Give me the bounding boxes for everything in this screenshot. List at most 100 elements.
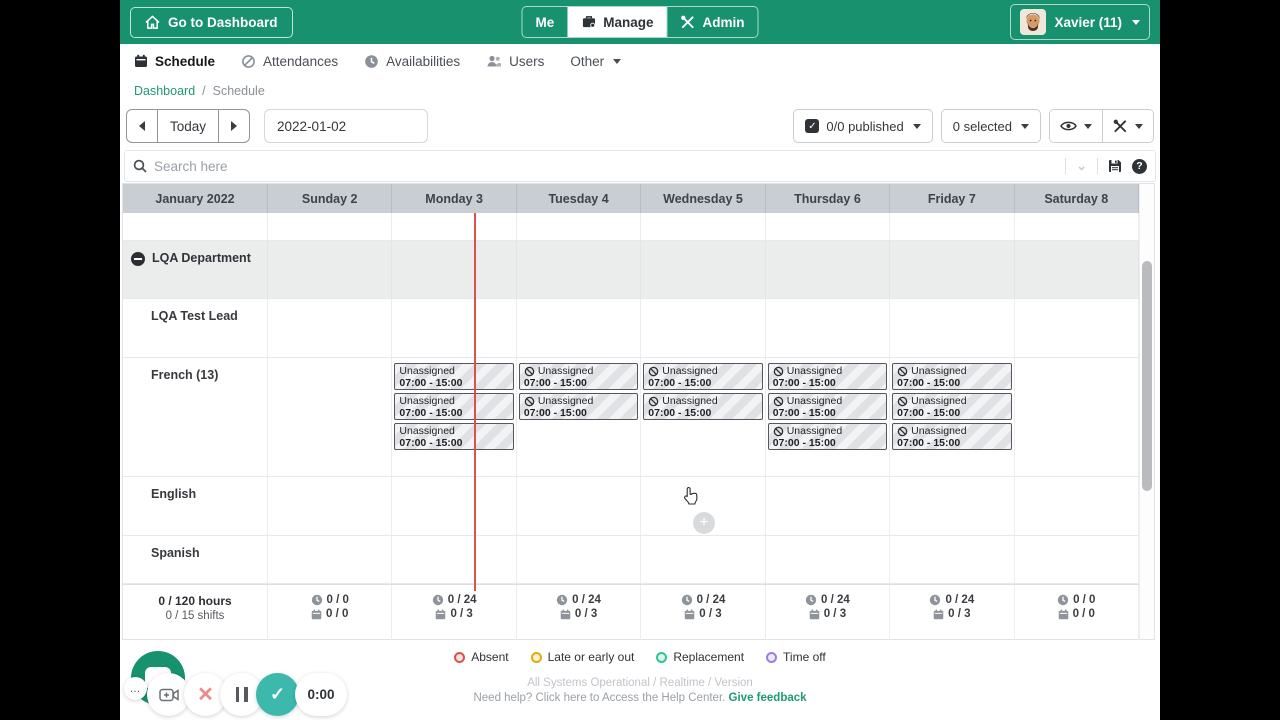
prev-day-button[interactable] [127, 110, 157, 142]
day-hours: 0 / 24 [696, 594, 726, 606]
shift-block[interactable]: Unassigned 07:00 - 15:00 [767, 363, 888, 390]
recorder-cancel-button[interactable]: ✕ [184, 673, 227, 716]
day-header: Friday 7 [890, 184, 1015, 213]
recorder-timer: 0:00 [295, 673, 347, 716]
tools-dropdown[interactable] [1102, 110, 1153, 142]
shift-block[interactable]: Unassigned 07:00 - 15:00 [892, 363, 1012, 390]
shift-block[interactable]: Unassigned 07:00 - 15:00 [767, 423, 888, 450]
breadcrumb-current: Schedule [212, 84, 265, 98]
shift-block[interactable]: Unassigned 07:00 - 15:00 [767, 393, 888, 420]
collapse-icon[interactable] [131, 252, 145, 266]
group-label: LQA Test Lead [123, 299, 268, 357]
go-to-dashboard-label: Go to Dashboard [168, 14, 278, 30]
clock-icon [681, 594, 693, 606]
visibility-dropdown[interactable] [1050, 110, 1102, 142]
clock-icon [1057, 594, 1069, 606]
nav-item-attendances[interactable]: Attendances [241, 54, 338, 69]
give-feedback-link[interactable]: Give feedback [728, 692, 807, 704]
calendar-icon [809, 609, 820, 620]
tab-admin[interactable]: Admin [666, 7, 758, 37]
breadcrumb: Dashboard / Schedule [120, 78, 1160, 104]
app-window: Go to Dashboard Me Manage Admin [120, 0, 1160, 720]
tab-me[interactable]: Me [522, 7, 567, 37]
total-shifts: 0 / 15 shifts [165, 610, 225, 622]
totals-row: 0 / 120 hours 0 / 15 shifts 0 / 0 0 / 0 … [123, 584, 1139, 640]
day-hours: 0 / 24 [447, 594, 477, 606]
chevron-down-icon [912, 123, 921, 129]
help-icon[interactable]: ? [1132, 158, 1147, 174]
date-input[interactable]: 2022-01-02 [264, 109, 429, 143]
calendar-scrollbar [1139, 184, 1154, 639]
shift-block[interactable]: Unassigned 07:00 - 15:00 [643, 363, 763, 390]
search-icon [133, 159, 147, 173]
month-label: January 2022 [123, 184, 268, 213]
day-shifts: 0 / 3 [948, 608, 971, 620]
calendar-icon [933, 609, 944, 620]
nav-item-availabilities[interactable]: Availabilities [364, 54, 460, 69]
day-shifts: 0 / 3 [823, 608, 847, 620]
breadcrumb-dashboard-link[interactable]: Dashboard [134, 84, 196, 98]
shift-block[interactable]: Unassigned 07:00 - 15:00 [394, 423, 514, 450]
today-button[interactable]: Today [157, 110, 218, 142]
save-icon[interactable] [1108, 159, 1122, 173]
mode-tabs: Me Manage Admin [521, 6, 759, 38]
day-totals-cell: 0 / 24 0 / 3 [641, 585, 766, 640]
briefcase-icon [581, 15, 596, 29]
no-symbol-icon [648, 396, 659, 407]
add-shift-button[interactable]: + [693, 512, 715, 534]
legend-label: Time off [783, 650, 826, 664]
checkbox-checked-icon: ✓ [805, 119, 820, 133]
shift-block[interactable]: Unassigned 07:00 - 15:00 [892, 423, 1012, 450]
shift-block[interactable]: Unassigned 07:00 - 15:00 [394, 393, 514, 420]
recorder-finish-button[interactable]: ✓ [256, 673, 299, 716]
chevron-down-icon[interactable]: ⌄ [1076, 158, 1087, 173]
no-symbol-icon [897, 396, 908, 407]
search-bar: ⌄ ? [124, 150, 1156, 182]
shift-block[interactable]: Unassigned 07:00 - 15:00 [394, 363, 514, 390]
no-symbol-icon [773, 396, 784, 407]
shift-block[interactable]: Unassigned 07:00 - 15:00 [518, 363, 639, 390]
shift-block[interactable]: Unassigned 07:00 - 15:00 [518, 393, 639, 420]
day-hours: 0 / 0 [1073, 594, 1096, 606]
go-to-dashboard-button[interactable]: Go to Dashboard [130, 6, 293, 38]
no-symbol-icon [897, 426, 908, 437]
schedule-grid: January 2022 Sunday 2 Monday 3 Tuesday 4… [122, 183, 1155, 640]
total-hours: 0 / 120 hours [158, 594, 232, 608]
day-totals-cell: 0 / 24 0 / 3 [766, 585, 891, 640]
eye-icon [1060, 120, 1077, 132]
day-totals-cell: 0 / 24 0 / 3 [517, 585, 642, 640]
top-bar: Go to Dashboard Me Manage Admin [120, 0, 1160, 44]
day-shifts: 0 / 3 [574, 608, 598, 620]
day-hours: 0 / 24 [572, 594, 601, 606]
legend-label: Late or early out [547, 650, 635, 664]
legend: Absent Late or early out Replacement Tim… [120, 650, 1160, 664]
scrollbar-thumb[interactable] [1142, 261, 1152, 491]
shift-block[interactable]: Unassigned 07:00 - 15:00 [892, 393, 1012, 420]
shift-block[interactable]: Unassigned 07:00 - 15:00 [643, 393, 763, 420]
recorder-camera-button[interactable] [147, 673, 190, 716]
selected-dropdown[interactable]: 0 selected [940, 109, 1041, 143]
no-symbol-icon [773, 426, 784, 437]
tab-manage[interactable]: Manage [567, 7, 667, 37]
nav-label-schedule: Schedule [155, 53, 216, 69]
nav-item-users[interactable]: Users [486, 54, 544, 69]
nav-label-attendances: Attendances [263, 53, 339, 69]
help-text[interactable]: Need help? Click here to Access the Help… [473, 692, 726, 704]
tools-icon [681, 15, 696, 29]
recorder-pause-button[interactable] [220, 673, 263, 716]
divider [1065, 158, 1067, 174]
nav-item-schedule[interactable]: Schedule [134, 54, 215, 69]
next-day-button[interactable] [218, 110, 249, 142]
nav-item-other[interactable]: Other [570, 54, 622, 69]
published-dropdown[interactable]: ✓ 0/0 published [793, 109, 933, 143]
replacement-dot-icon [656, 651, 668, 663]
search-input[interactable] [154, 158, 1066, 174]
legend-item-late: Late or early out [530, 650, 635, 664]
chevron-down-icon [1135, 123, 1143, 129]
day-totals-cell: 0 / 24 0 / 3 [392, 585, 517, 640]
recorder-more-button[interactable]: … [124, 677, 147, 700]
user-menu-button[interactable]: Xavier (11) [1010, 4, 1150, 40]
department-row: LQA Department [123, 241, 1139, 299]
day-header: Thursday 6 [765, 184, 891, 213]
search-tools: ⌄ ? [1065, 158, 1147, 174]
